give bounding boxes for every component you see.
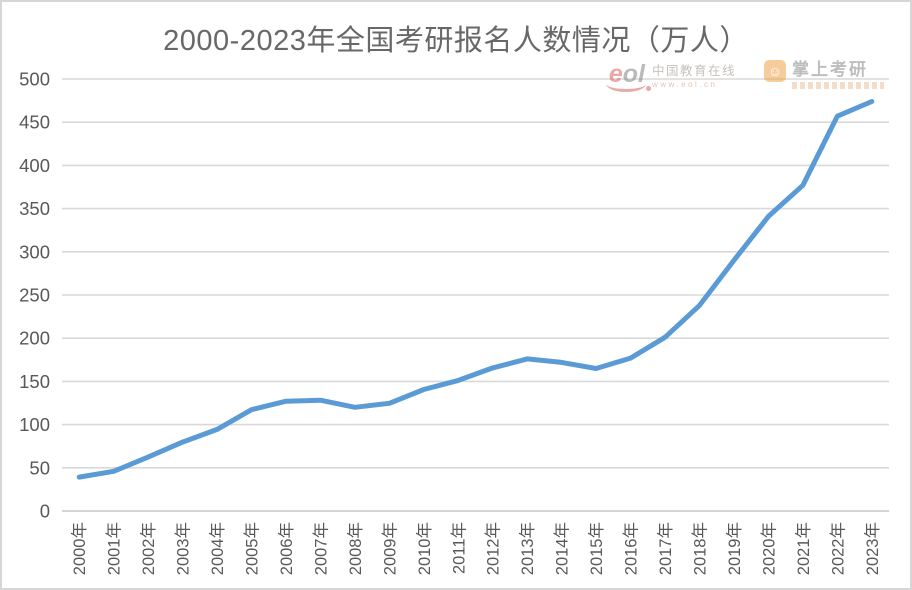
x-axis-tick-label: 2014年	[553, 522, 572, 575]
y-axis-tick-label: 350	[19, 198, 50, 219]
y-axis-tick-label: 250	[19, 285, 50, 306]
x-axis-tick-label: 2009年	[380, 522, 399, 575]
y-axis-tick-label: 450	[19, 112, 50, 133]
eol-logo-name: 中国教育在线	[651, 64, 736, 79]
x-axis-tick-label: 2021年	[794, 522, 813, 575]
kaoyan-logo: ☺ 掌上考研	[764, 60, 884, 90]
eol-logo-url: www.eol.cn	[651, 80, 718, 90]
eol-swoosh-icon	[605, 76, 651, 93]
x-axis-tick-label: 2007年	[311, 522, 330, 575]
x-axis-tick-label: 2000年	[70, 522, 89, 575]
y-axis-tick-label: 100	[19, 414, 50, 435]
x-axis-tick-label: 2002年	[139, 522, 158, 575]
y-axis-tick-label: 0	[40, 501, 50, 522]
x-axis-tick-label: 2010年	[415, 522, 434, 575]
x-axis-tick-label: 2003年	[174, 522, 193, 575]
x-axis-tick-label: 2018年	[690, 522, 709, 575]
eol-logo: eol 中国教育在线 www.eol.cn	[605, 60, 736, 93]
x-axis-tick-label: 2013年	[518, 522, 537, 575]
x-axis-tick-label: 2008年	[346, 522, 365, 575]
y-axis-tick-label: 300	[19, 241, 50, 262]
x-axis-tick-label: 2011年	[449, 522, 468, 574]
y-axis-tick-label: 200	[19, 328, 50, 349]
x-axis-tick-label: 2016年	[622, 522, 641, 575]
eol-logo-icon: eol	[605, 62, 651, 93]
x-axis-tick-label: 2022年	[828, 522, 847, 575]
x-axis-tick-label: 2017年	[656, 522, 675, 575]
watermarks: eol 中国教育在线 www.eol.cn ☺ 掌上考研	[605, 60, 884, 93]
x-axis-tick-label: 2001年	[105, 522, 124, 575]
y-axis-tick-label: 500	[19, 69, 50, 90]
y-axis-tick-label: 50	[29, 457, 50, 478]
kaoyan-logo-name: 掌上考研	[792, 60, 868, 79]
kaoyan-logo-subtext-placeholder	[792, 82, 884, 90]
x-axis-tick-label: 2012年	[484, 522, 503, 575]
x-axis-tick-label: 2023年	[863, 522, 882, 575]
x-axis-tick-label: 2020年	[759, 522, 778, 575]
y-axis-tick-label: 400	[19, 155, 50, 176]
x-axis-tick-label: 2004年	[208, 522, 227, 575]
x-axis-tick-label: 2006年	[277, 522, 296, 575]
data-series-line	[76, 99, 875, 480]
kaoyan-logo-icon: ☺	[764, 60, 786, 82]
x-axis-tick-label: 2005年	[243, 522, 262, 575]
y-axis-tick-label: 150	[19, 371, 50, 392]
x-axis-tick-label: 2015年	[587, 522, 606, 575]
chart-title: 2000-2023年全国考研报名人数情况（万人）	[163, 25, 749, 57]
x-axis-tick-label: 2019年	[725, 522, 744, 575]
